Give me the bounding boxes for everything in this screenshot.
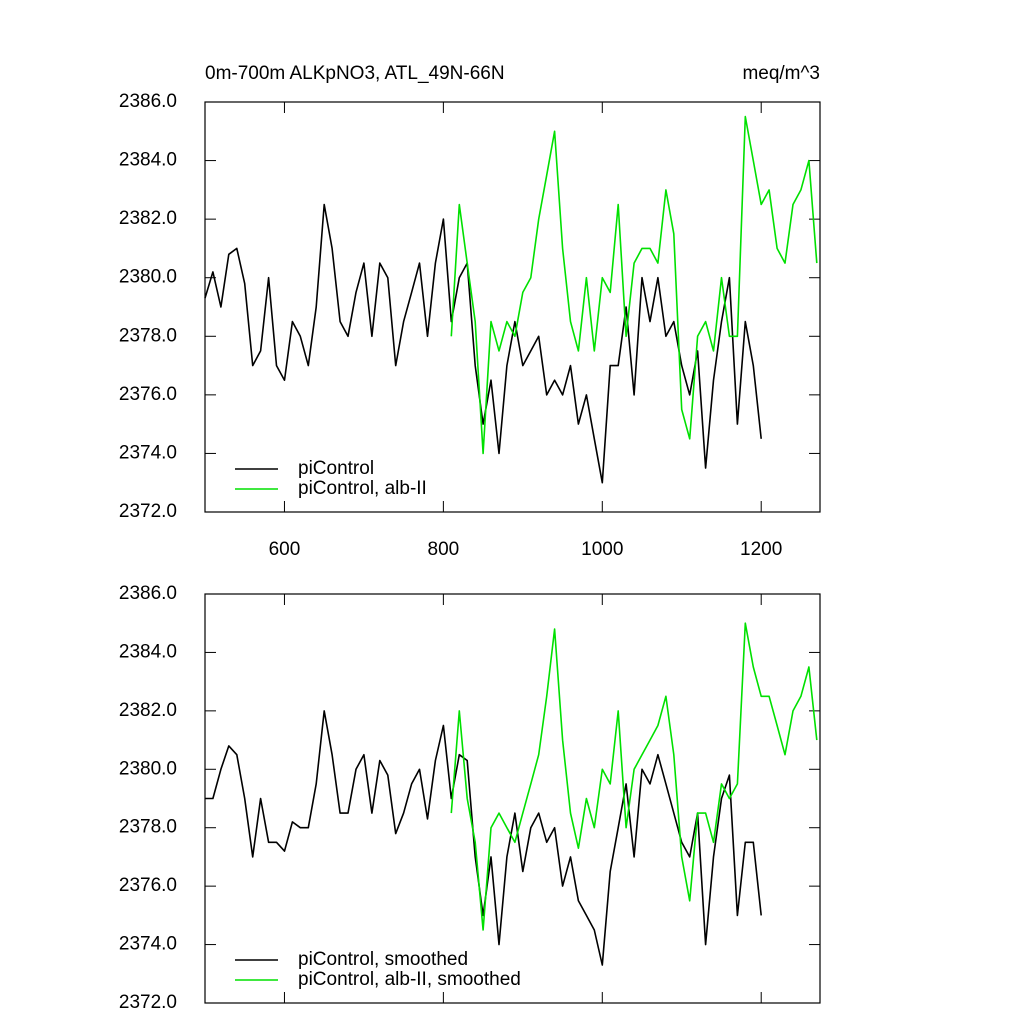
chart-title: 0m-700m ALKpNO3, ATL_49N-66N: [205, 63, 505, 84]
y-tick-label: 2374.0: [119, 934, 177, 955]
series-line: [450, 622, 818, 931]
y-tick-label: 2382.0: [119, 700, 177, 721]
series-line: [204, 203, 762, 484]
y-tick-label: 2384.0: [119, 150, 177, 171]
y-tick-label: 2382.0: [119, 208, 177, 229]
legend-label: piControl, alb-II, smoothed: [298, 969, 521, 990]
plot-frame: [204, 593, 821, 1004]
y-tick-label: 2376.0: [119, 875, 177, 896]
legend-label: piControl, alb-II: [298, 478, 427, 499]
y-tick-label: 2372.0: [119, 992, 177, 1013]
x-tick-label: 600: [269, 539, 301, 560]
x-tick-label: 1200: [740, 539, 782, 560]
legend-label: piControl: [298, 458, 374, 479]
y-tick-label: 2372.0: [119, 501, 177, 522]
units-label: meq/m^3: [742, 63, 820, 84]
legend-label: piControl, smoothed: [298, 949, 468, 970]
x-tick-label: 1000: [581, 539, 623, 560]
plot-frame: [204, 101, 821, 513]
series-line: [450, 115, 818, 455]
y-tick-label: 2380.0: [119, 267, 177, 288]
y-tick-label: 2376.0: [119, 384, 177, 405]
y-tick-label: 2386.0: [119, 583, 177, 604]
y-tick-label: 2380.0: [119, 758, 177, 779]
series-line: [205, 710, 762, 966]
y-tick-label: 2384.0: [119, 641, 177, 662]
x-tick-label: 800: [428, 539, 460, 560]
y-tick-label: 2378.0: [119, 325, 177, 346]
y-tick-label: 2374.0: [119, 442, 177, 463]
y-tick-label: 2378.0: [119, 817, 177, 838]
y-tick-label: 2386.0: [119, 91, 177, 112]
